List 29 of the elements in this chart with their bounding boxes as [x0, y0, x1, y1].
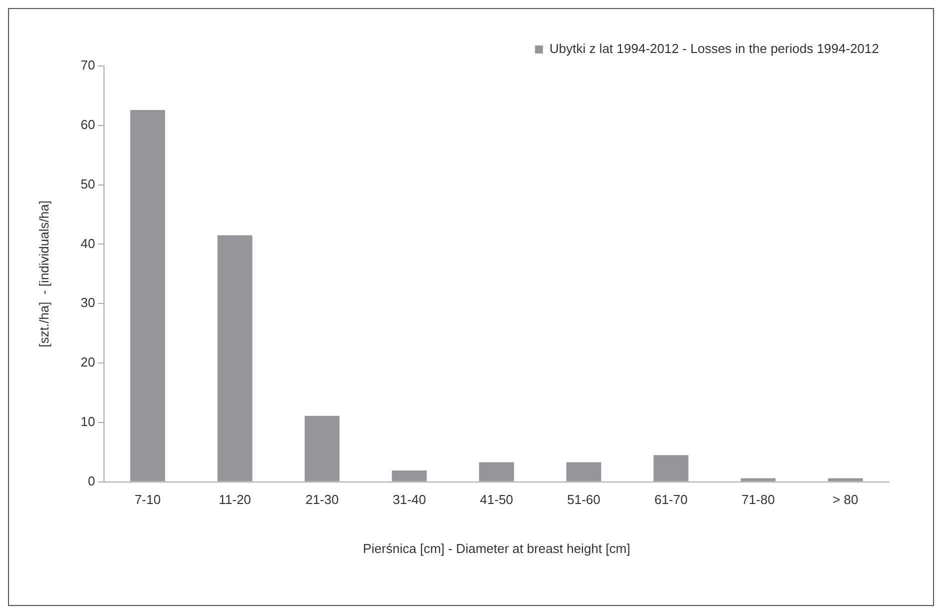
bar	[130, 110, 166, 482]
y-tick-label: 50	[80, 176, 96, 192]
bar	[740, 478, 776, 482]
y-axis-title: [szt./ha] - [individuals/ha]	[36, 200, 52, 348]
x-tick-label: 21-30	[305, 492, 339, 508]
bar	[654, 455, 688, 482]
x-axis-title: Pierśnica [cm] - Diameter at breast height [cm]	[362, 540, 630, 556]
y-tick-label: 0	[88, 473, 96, 488]
y-tick-label: 70	[80, 58, 96, 73]
y-tick-label: 20	[80, 354, 96, 370]
y-tick-label: 30	[80, 295, 96, 310]
x-tick-label: 71-80	[742, 492, 775, 508]
x-tick-label: 41-50	[480, 492, 514, 508]
bar	[828, 478, 863, 482]
bar	[392, 470, 427, 482]
x-tick-label: 31-40	[392, 492, 426, 508]
x-tick-label: 61-70	[654, 492, 688, 508]
x-tick-label: > 80	[832, 492, 858, 508]
x-tick-label: 7-10	[134, 492, 161, 508]
bar	[566, 462, 602, 482]
y-tick-label: 40	[80, 236, 96, 251]
y-tick-label: 60	[80, 116, 96, 132]
y-tick-label: 10	[80, 414, 96, 429]
bar	[217, 235, 252, 482]
legend-label: Ubytki z lat 1994-2012 - Losses in the periods 1994-2012	[549, 41, 880, 56]
bar	[304, 416, 340, 482]
x-tick-label: 11-20	[218, 492, 252, 508]
x-tick-label: 51-60	[567, 492, 600, 508]
bar	[479, 462, 514, 482]
